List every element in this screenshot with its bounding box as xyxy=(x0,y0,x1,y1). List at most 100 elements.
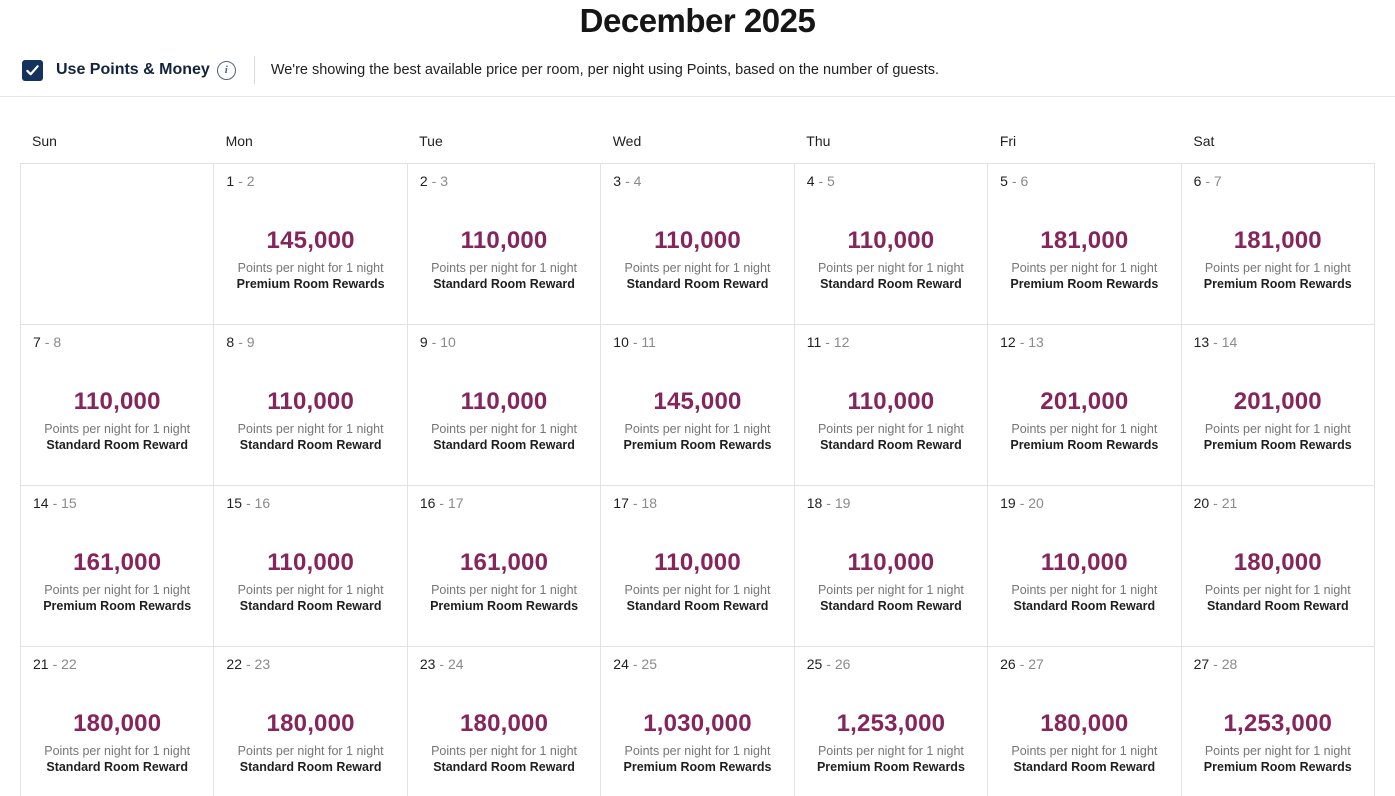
date-start: 19 xyxy=(1000,495,1016,511)
room-reward-type: Premium Room Rewards xyxy=(816,760,965,774)
points-value: 180,000 xyxy=(459,710,549,737)
date-start: 27 xyxy=(1193,656,1210,672)
points-value: 201,000 xyxy=(1040,388,1129,415)
points-caption: Points per night for 1 night xyxy=(237,261,384,275)
day-header-fri: Fri xyxy=(999,133,1017,149)
date-range: 12- 13 xyxy=(1000,334,1044,350)
date-end: - 5 xyxy=(818,173,835,189)
points-value: 110,000 xyxy=(654,227,741,254)
points-caption: Points per night for 1 night xyxy=(237,583,384,597)
calendar-cell-6[interactable]: 6- 7 181,000 Points per night for 1 night P… xyxy=(1181,164,1375,325)
price-block: 110,000 Points per night for 1 night Stand… xyxy=(214,550,406,614)
points-caption: Points per night for 1 night xyxy=(431,261,578,275)
room-reward-type: Premium Room Rewards xyxy=(623,438,772,452)
date-start: 18 xyxy=(806,495,823,511)
calendar-cell-21[interactable]: 21- 22 180,000 Points per night for 1 nigh… xyxy=(21,647,215,796)
calendar-cell-4[interactable]: 4- 5 110,000 Points per night for 1 night S… xyxy=(794,164,989,325)
calendar-cell-3[interactable]: 3- 4 110,000 Points per night for 1 night S… xyxy=(601,164,795,325)
room-reward-type: Premium Room Rewards xyxy=(1203,760,1352,774)
points-value: 110,000 xyxy=(1040,549,1128,576)
price-block: 145,000 Points per night for 1 night Premi… xyxy=(214,228,406,292)
calendar-cell-13[interactable]: 13- 14 201,000 Points per night for 1 nigh… xyxy=(1181,325,1375,486)
calendar-cell-9[interactable]: 9- 10 110,000 Points per night for 1 night… xyxy=(407,325,602,486)
calendar-cell-18[interactable]: 18- 19 110,000 Points per night for 1 nigh… xyxy=(794,486,989,647)
points-caption: Points per night for 1 night xyxy=(431,583,578,597)
date-start: 10 xyxy=(613,334,629,350)
date-end: - 10 xyxy=(431,334,456,350)
calendar-cell-27[interactable]: 27- 28 1,253,000 Points per night for 1 ni… xyxy=(1181,647,1375,796)
points-caption: Points per night for 1 night xyxy=(44,422,191,436)
points-value: 110,000 xyxy=(267,549,355,576)
date-start: 7 xyxy=(33,334,41,350)
points-value: 161,000 xyxy=(459,549,549,576)
points-value: 110,000 xyxy=(847,388,935,415)
date-range: 24- 25 xyxy=(613,656,657,672)
points-value: 145,000 xyxy=(266,227,355,254)
price-block: 110,000 Points per night for 1 night Stand… xyxy=(988,550,1180,614)
calendar-cell-25[interactable]: 25- 26 1,253,000 Points per night for 1 ni… xyxy=(794,647,989,796)
day-header-sat: Sat xyxy=(1193,133,1215,149)
date-range: 27- 28 xyxy=(1194,656,1238,672)
date-end: - 20 xyxy=(1019,495,1044,511)
calendar-cell-1[interactable]: 1- 2 145,000 Points per night for 1 night P… xyxy=(214,164,408,325)
date-start: 15 xyxy=(226,495,242,511)
points-value: 180,000 xyxy=(266,710,355,737)
calendar-cell-20[interactable]: 20- 21 180,000 Points per night for 1 nigh… xyxy=(1181,486,1375,647)
date-end: - 25 xyxy=(632,656,657,672)
room-reward-type: Standard Room Reward xyxy=(1206,599,1349,613)
points-caption: Points per night for 1 night xyxy=(624,422,771,436)
room-reward-type: Standard Room Reward xyxy=(820,599,962,613)
date-end: - 11 xyxy=(632,334,656,350)
day-header-mon: Mon xyxy=(225,133,253,149)
date-end: - 27 xyxy=(1019,656,1044,672)
calendar-cell-7[interactable]: 7- 8 110,000 Points per night for 1 night S… xyxy=(21,325,215,486)
use-points-money-checkbox[interactable] xyxy=(22,59,43,81)
price-block: 110,000 Points per night for 1 night Stand… xyxy=(795,389,987,453)
date-end: - 18 xyxy=(632,495,657,511)
room-reward-type: Premium Room Rewards xyxy=(1203,277,1352,291)
date-range: 10- 11 xyxy=(613,334,656,350)
date-end: - 7 xyxy=(1205,173,1222,189)
price-block: 180,000 Points per night for 1 night Stand… xyxy=(21,711,213,775)
date-end: - 13 xyxy=(1019,334,1044,350)
date-range: 9- 10 xyxy=(420,334,456,350)
date-range: 13- 14 xyxy=(1194,334,1238,350)
points-caption: Points per night for 1 night xyxy=(44,744,191,758)
info-icon[interactable]: i xyxy=(216,60,236,80)
date-range: 19- 20 xyxy=(1000,495,1044,511)
vertical-divider xyxy=(253,56,255,84)
date-start: 12 xyxy=(1000,334,1016,350)
date-start: 6 xyxy=(1193,173,1202,189)
room-reward-type: Premium Room Rewards xyxy=(1010,277,1159,291)
calendar-cell-14[interactable]: 14- 15 161,000 Points per night for 1 nigh… xyxy=(21,486,215,647)
date-range: 11- 12 xyxy=(807,334,850,350)
calendar-cell-22[interactable]: 22- 23 180,000 Points per night for 1 nigh… xyxy=(214,647,408,796)
points-caption: Points per night for 1 night xyxy=(1011,261,1158,275)
date-range: 18- 19 xyxy=(807,495,851,511)
points-caption: Points per night for 1 night xyxy=(624,744,771,758)
room-reward-type: Standard Room Reward xyxy=(46,438,189,452)
date-range: 2- 3 xyxy=(420,173,448,189)
calendar-cell-8[interactable]: 8- 9 110,000 Points per night for 1 night S… xyxy=(214,325,408,486)
calendar-cell-16[interactable]: 16- 17 161,000 Points per night for 1 nigh… xyxy=(407,486,602,647)
room-reward-type: Standard Room Reward xyxy=(820,277,962,291)
date-range: 4- 5 xyxy=(807,173,835,189)
calendar-cell-17[interactable]: 17- 18 110,000 Points per night for 1 nigh… xyxy=(601,486,795,647)
calendar-cell-12[interactable]: 12- 13 201,000 Points per night for 1 nigh… xyxy=(988,325,1182,486)
calendar-cell-5[interactable]: 5- 6 181,000 Points per night for 1 night P… xyxy=(988,164,1182,325)
points-caption: Points per night for 1 night xyxy=(1204,583,1351,597)
calendar-cell-19[interactable]: 19- 20 110,000 Points per night for 1 nigh… xyxy=(988,486,1182,647)
calendar-cell-26[interactable]: 26- 27 180,000 Points per night for 1 nigh… xyxy=(988,647,1182,796)
calendar-cell-24[interactable]: 24- 25 1,030,000 Points per night for 1 ni… xyxy=(601,647,795,796)
calendar-cell-10[interactable]: 10- 11 145,000 Points per night for 1 nigh… xyxy=(601,325,795,486)
date-range: 17- 18 xyxy=(613,495,657,511)
calendar-cell-15[interactable]: 15- 16 110,000 Points per night for 1 nigh… xyxy=(214,486,408,647)
calendar-cell-2[interactable]: 2- 3 110,000 Points per night for 1 night S… xyxy=(407,164,602,325)
calendar-cell-11[interactable]: 11- 12 110,000 Points per night for 1 nigh… xyxy=(794,325,989,486)
points-caption: Points per night for 1 night xyxy=(1011,744,1158,758)
date-end: - 6 xyxy=(1011,173,1029,189)
calendar-cell-23[interactable]: 23- 24 180,000 Points per night for 1 nigh… xyxy=(407,647,602,796)
room-reward-type: Premium Room Rewards xyxy=(623,760,772,774)
date-end: - 3 xyxy=(431,173,448,189)
date-end: - 12 xyxy=(825,334,850,350)
